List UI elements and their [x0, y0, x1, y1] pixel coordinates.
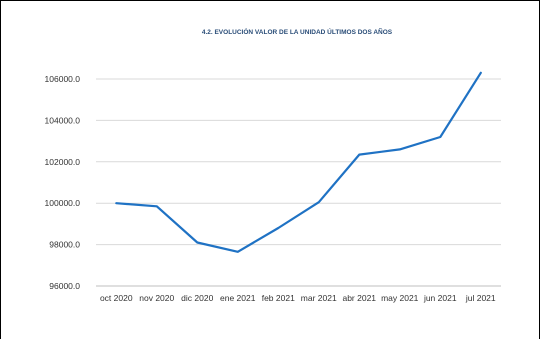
gridlines — [96, 78, 501, 287]
y-tick-label: 98000.0 — [49, 240, 80, 250]
y-axis-tick-labels: 96000.0 98000.0 100000.0 102000.0 104000.0 10… — [45, 74, 81, 291]
y-tick-label: 104000.0 — [45, 115, 81, 125]
x-tick-label: feb 2021 — [262, 293, 295, 303]
y-tick-label: 106000.0 — [45, 74, 81, 84]
x-tick-label: dic 2020 — [181, 293, 213, 303]
series-line — [115, 71, 482, 253]
y-tick-label: 102000.0 — [45, 157, 81, 167]
x-tick-label: abr 2021 — [342, 293, 376, 303]
x-tick-label: jul 2021 — [465, 293, 496, 303]
x-tick-label: ene 2021 — [220, 293, 256, 303]
x-axis-tick-labels: oct 2020 nov 2020 dic 2020 ene 2021 feb 2021… — [100, 293, 496, 303]
chart-title: 4.2. EVOLUCIÓN VALOR DE LA UNIDAD ÚLTIMO… — [202, 27, 393, 36]
y-tick-label: 100000.0 — [45, 198, 81, 208]
x-tick-label: may 2021 — [381, 293, 419, 303]
x-tick-label: oct 2020 — [100, 293, 133, 303]
x-tick-label: nov 2020 — [139, 293, 174, 303]
x-tick-label: jun 2021 — [423, 293, 457, 303]
y-tick-label: 96000.0 — [49, 281, 80, 291]
x-tick-label: mar 2021 — [301, 293, 337, 303]
series-layer — [115, 71, 482, 253]
